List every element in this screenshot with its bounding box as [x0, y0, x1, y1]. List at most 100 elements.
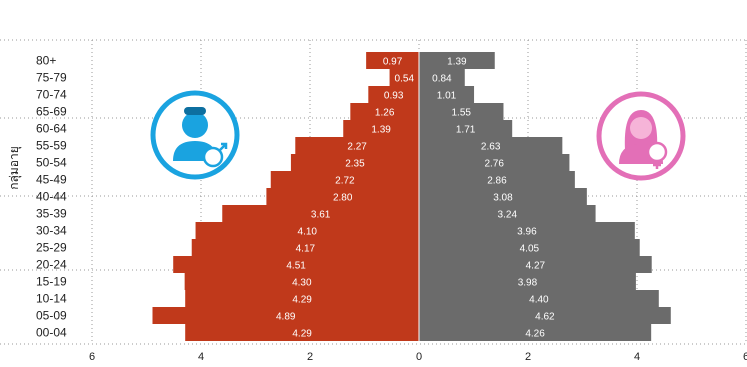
x-tick-label: 2: [525, 351, 531, 363]
data-label-female: 4.62: [535, 312, 555, 323]
age-group-label: 75-79: [36, 71, 67, 85]
age-group-label: 60-64: [36, 122, 67, 136]
x-tick-label: 6: [743, 351, 747, 363]
data-label-male: 0.93: [384, 91, 404, 102]
age-group-label: 20-24: [36, 258, 67, 272]
data-label-female: 2.63: [481, 142, 501, 153]
bar-male: [185, 290, 419, 307]
data-label-male: 1.26: [375, 108, 395, 119]
data-label-male: 4.89: [276, 312, 296, 323]
bar-female: [419, 205, 596, 222]
data-label-male: 0.97: [383, 57, 403, 68]
bar-female: [419, 290, 659, 307]
bar-male: [295, 137, 419, 154]
bar-male: [184, 273, 419, 290]
x-tick-label: 4: [198, 351, 204, 363]
y-axis-title: กลุ่มอายุ: [7, 146, 22, 190]
age-group-label: 25-29: [36, 241, 67, 255]
age-group-label: 30-34: [36, 224, 67, 238]
bar-female: [419, 239, 640, 256]
x-tick-label: 2: [307, 351, 313, 363]
age-group-label: 50-54: [36, 156, 67, 170]
data-label-female: 4.27: [526, 261, 546, 272]
data-label-female: 3.24: [498, 210, 518, 221]
data-label-male: 4.17: [296, 244, 316, 255]
bar-female: [419, 273, 636, 290]
data-label-female: 1.39: [447, 57, 467, 68]
female-avatar-icon: [596, 91, 686, 181]
value-labels: 0.97 1.39 0.54 0.84 0.93 1.01 1.26 1.55 1.39 1.71…: [276, 57, 555, 340]
bar-male: [350, 103, 419, 120]
data-label-female: 0.84: [432, 74, 452, 85]
data-label-male: 4.51: [286, 261, 306, 272]
data-label-female: 3.08: [493, 193, 513, 204]
data-label-male: 0.54: [395, 74, 415, 85]
data-label-male: 2.72: [335, 176, 355, 187]
data-label-male: 2.27: [347, 142, 367, 153]
data-label-male: 3.61: [311, 210, 331, 221]
bar-male: [270, 171, 419, 188]
data-label-female: 4.05: [520, 244, 540, 255]
bar-female: [419, 222, 635, 239]
data-label-female: 4.26: [525, 329, 545, 340]
bar-male: [191, 239, 419, 256]
bar-female: [419, 86, 475, 103]
data-label-female: 3.96: [517, 227, 537, 238]
bar-male: [152, 307, 419, 324]
x-tick-labels: 6 4 2 0 2 4 6: [89, 351, 747, 363]
bar-male: [185, 324, 419, 341]
bar-female: [419, 154, 570, 171]
age-group-label: 35-39: [36, 207, 67, 221]
bar-female: [419, 103, 504, 120]
bar-male: [266, 188, 419, 205]
bar-female: [419, 188, 587, 205]
data-label-male: 4.10: [298, 227, 318, 238]
data-label-female: 1.71: [456, 125, 476, 136]
bar-female: [419, 52, 495, 69]
bar-female: [419, 137, 563, 154]
bar-female: [419, 324, 652, 341]
x-tick-label: 6: [89, 351, 95, 363]
bar-male: [389, 69, 419, 86]
data-label-female: 1.55: [452, 108, 472, 119]
age-labels: 80+ 75-79 70-74 65-69 60-64 55-59 50-54 45-49 40…: [36, 54, 67, 340]
bar-male: [290, 154, 419, 171]
bar-male: [343, 120, 419, 137]
bar-male: [173, 256, 419, 273]
data-label-male: 4.29: [292, 329, 312, 340]
age-group-label: 80+: [36, 54, 56, 68]
bar-female: [419, 256, 652, 273]
data-label-female: 2.76: [484, 159, 504, 170]
data-label-female: 2.86: [487, 176, 507, 187]
data-label-female: 1.01: [437, 91, 457, 102]
age-group-label: 05-09: [36, 309, 67, 323]
data-label-male: 2.80: [333, 193, 353, 204]
bar-female: [419, 171, 575, 188]
age-group-label: 00-04: [36, 326, 67, 340]
age-group-label: 70-74: [36, 88, 67, 102]
age-group-label: 45-49: [36, 173, 67, 187]
bar-female: [419, 69, 465, 86]
bar-female: [419, 120, 513, 137]
bars: [152, 52, 671, 341]
age-group-label: 55-59: [36, 139, 67, 153]
age-group-label: 15-19: [36, 275, 67, 289]
bar-male: [222, 205, 419, 222]
data-label-female: 3.98: [518, 278, 538, 289]
age-group-label: 65-69: [36, 105, 67, 119]
data-label-female: 4.40: [529, 295, 549, 306]
male-avatar-icon: [150, 90, 240, 180]
bar-male: [195, 222, 419, 239]
age-group-label: 10-14: [36, 292, 67, 306]
data-label-male: 4.30: [292, 278, 312, 289]
data-label-male: 1.39: [371, 125, 391, 136]
age-group-label: 40-44: [36, 190, 67, 204]
x-tick-label: 4: [634, 351, 640, 363]
data-label-male: 2.35: [345, 159, 365, 170]
bar-male: [368, 86, 419, 103]
data-label-male: 4.29: [292, 295, 312, 306]
x-tick-label: 0: [416, 351, 422, 363]
bar-female: [419, 307, 671, 324]
bar-male: [366, 52, 419, 69]
